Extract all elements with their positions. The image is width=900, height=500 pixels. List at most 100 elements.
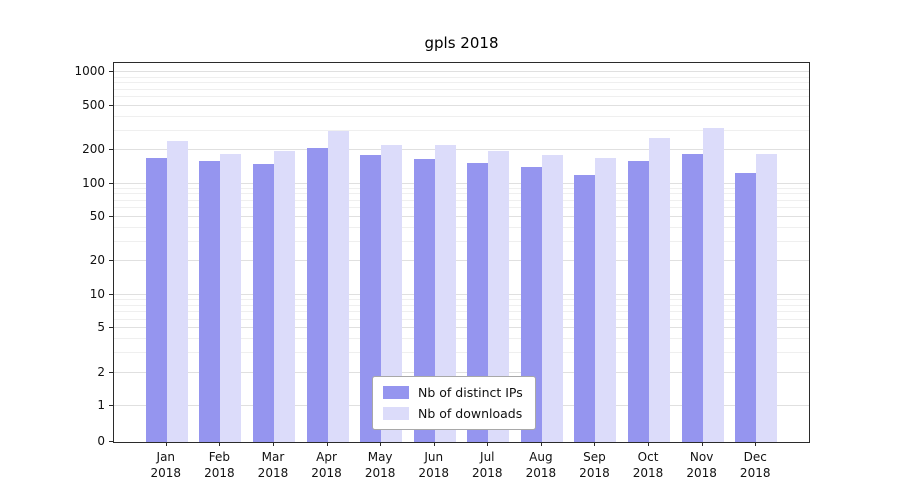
x-tick-label: Apr 2018: [311, 450, 342, 481]
bar-distinct-ips: [360, 155, 382, 442]
y-tick-mark: [109, 104, 113, 106]
gridline: [114, 207, 809, 209]
y-tick-label: 2: [97, 364, 105, 379]
legend: Nb of distinct IPs Nb of downloads: [372, 376, 536, 430]
gridline: [114, 351, 809, 353]
x-tick-mark: [487, 442, 489, 446]
y-tick-mark: [109, 441, 113, 442]
gridline: [114, 88, 809, 90]
x-tick-mark: [594, 442, 596, 446]
legend-swatch-downloads: [383, 407, 409, 420]
legend-label-distinct-ips: Nb of distinct IPs: [418, 385, 523, 400]
gridline: [114, 318, 809, 320]
y-tick-mark: [109, 260, 113, 262]
y-tick-label: 20: [89, 253, 105, 268]
gridline: [114, 193, 809, 195]
gridline: [114, 311, 809, 313]
bar-downloads: [381, 144, 403, 442]
x-tick-label: May 2018: [364, 450, 396, 481]
bar-downloads: [327, 130, 349, 442]
bar-distinct-ips: [252, 164, 274, 442]
gridline: [114, 327, 809, 329]
bar-distinct-ips: [467, 162, 489, 442]
y-tick-mark: [109, 149, 113, 151]
y-tick-mark: [109, 216, 113, 218]
y-tick-mark: [109, 327, 113, 329]
bar-downloads: [702, 127, 724, 442]
gridline: [114, 129, 809, 131]
gridline: [114, 371, 809, 373]
x-tick-mark: [540, 442, 542, 446]
y-tick-label: 200: [82, 142, 105, 157]
bar-downloads: [541, 155, 563, 442]
x-tick-label: Oct 2018: [632, 450, 664, 481]
gridline: [114, 182, 809, 184]
x-tick-label: Nov 2018: [686, 450, 717, 481]
x-tick-label: Dec 2018: [739, 450, 771, 481]
bar-downloads: [649, 138, 671, 442]
legend-item-distinct-ips: Nb of distinct IPs: [383, 385, 523, 400]
x-tick-label: Jan 2018: [150, 450, 182, 481]
gridline: [114, 149, 809, 151]
bar-distinct-ips: [735, 172, 757, 442]
x-tick-mark: [165, 442, 167, 446]
gridline: [114, 260, 809, 262]
x-tick-label: Sep 2018: [579, 450, 610, 481]
bar-distinct-ips: [306, 147, 328, 442]
y-tick-mark: [109, 404, 113, 406]
x-tick-mark: [755, 442, 757, 446]
gridline: [114, 71, 809, 73]
y-tick-mark: [109, 371, 113, 373]
x-tick-label: Jul 2018: [472, 450, 503, 481]
x-tick-mark: [433, 442, 435, 446]
bar-downloads: [488, 151, 510, 442]
y-tick-label: 5: [97, 320, 105, 335]
chart-title: gpls 2018: [424, 34, 499, 52]
gridline: [114, 338, 809, 340]
bar-downloads: [595, 158, 617, 442]
x-tick-mark: [272, 442, 274, 446]
x-tick-mark: [219, 442, 221, 446]
gridline: [114, 82, 809, 84]
gridline: [114, 76, 809, 78]
y-tick-label: 50: [89, 209, 105, 224]
y-tick-label: 1000: [74, 64, 105, 79]
bar-downloads: [756, 153, 778, 442]
gridline: [114, 304, 809, 306]
bar-downloads: [220, 153, 242, 442]
gridline: [114, 293, 809, 295]
bar-distinct-ips: [574, 174, 596, 442]
legend-item-downloads: Nb of downloads: [383, 406, 523, 421]
y-tick-label: 0: [97, 434, 105, 448]
x-tick-label: Mar 2018: [257, 450, 289, 481]
plot-area: Nb of distinct IPs Nb of downloads: [113, 62, 810, 443]
gridline: [114, 226, 809, 228]
gridline: [114, 115, 809, 117]
gridline: [114, 104, 809, 106]
bar-downloads: [166, 141, 188, 442]
bar-distinct-ips: [413, 159, 435, 442]
x-tick-mark: [701, 442, 703, 446]
bar-downloads: [434, 144, 456, 442]
gridline: [114, 187, 809, 189]
x-tick-label: Jun 2018: [418, 450, 449, 481]
legend-swatch-distinct-ips: [383, 386, 409, 399]
x-tick-mark: [326, 442, 328, 446]
gridline: [114, 216, 809, 218]
bar-distinct-ips: [628, 160, 650, 442]
gridline: [114, 96, 809, 98]
bar-distinct-ips: [145, 158, 167, 442]
y-tick-label: 10: [89, 286, 105, 301]
gridline: [114, 199, 809, 201]
x-tick-label: Aug 2018: [525, 450, 557, 481]
y-tick-mark: [109, 182, 113, 184]
bar-distinct-ips: [681, 153, 703, 442]
y-tick-mark: [109, 293, 113, 295]
gridline: [114, 298, 809, 300]
x-tick-label: Feb 2018: [204, 450, 235, 481]
y-tick-label: 100: [82, 175, 105, 190]
y-tick-label: 1: [97, 397, 105, 412]
gridline: [114, 240, 809, 242]
bar-downloads: [273, 151, 295, 442]
